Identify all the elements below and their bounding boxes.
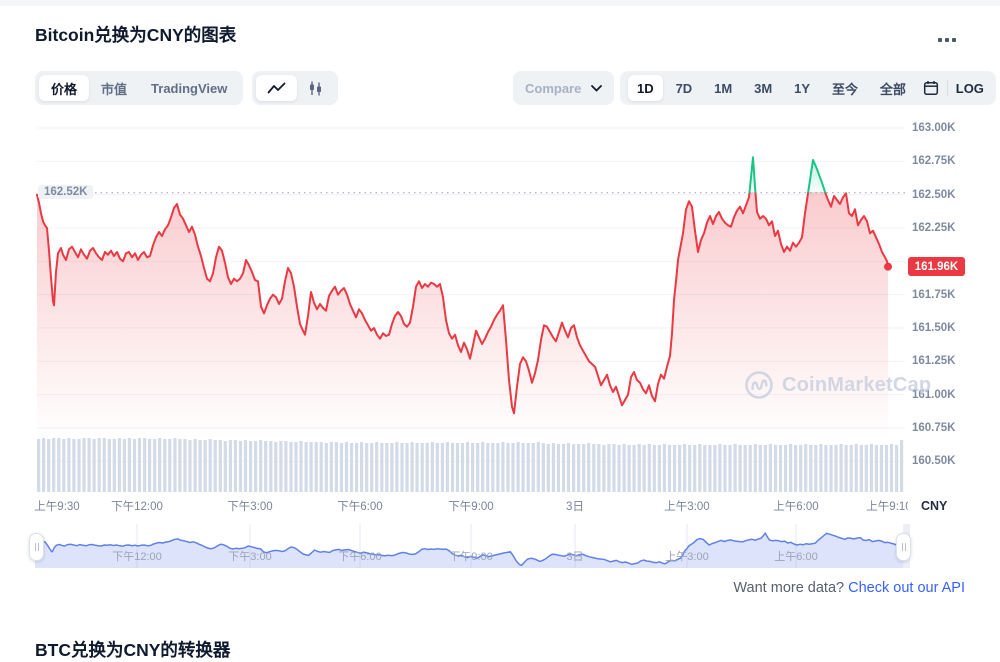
top-strip	[0, 0, 1000, 6]
api-callout: Want more data? Check out our API	[0, 580, 965, 596]
calendar-button[interactable]	[919, 80, 943, 96]
chart-tabs-group: 价格 市值 TradingView	[35, 71, 244, 105]
more-horizontal-icon	[938, 38, 942, 42]
x-tick-label: 下午3:00	[227, 501, 273, 513]
range-1m[interactable]: 1M	[705, 75, 741, 101]
y-tick-label: 161.75K	[912, 288, 956, 301]
page-title: Bitcoin兑换为CNY的图表	[35, 25, 237, 45]
x-tick-label: 上午9:10	[866, 501, 908, 513]
calendar-icon	[923, 81, 938, 96]
navigator-left-handle[interactable]	[29, 533, 44, 561]
price-chart[interactable]	[35, 116, 907, 498]
api-link[interactable]: Check out our API	[848, 580, 965, 596]
x-tick-label: 上午6:00	[773, 501, 819, 513]
api-prompt: Want more data?	[733, 580, 845, 596]
chart-type-group	[252, 71, 339, 105]
x-tick-label: 上午3:00	[664, 501, 710, 513]
range-1y[interactable]: 1Y	[785, 75, 819, 101]
tab-price[interactable]: 价格	[39, 75, 90, 101]
range-1d[interactable]: 1D	[628, 75, 663, 101]
y-tick-label: 160.50K	[912, 455, 956, 468]
x-tick-label: 上午9:30	[34, 501, 80, 513]
y-tick-label: 160.75K	[912, 421, 956, 434]
candlestick-chart-type-button[interactable]	[297, 75, 334, 101]
tab-tradingview[interactable]: TradingView	[139, 75, 239, 101]
x-tick-label: 下午6:00	[337, 501, 383, 513]
more-menu-button[interactable]	[930, 30, 964, 50]
range-7d[interactable]: 7D	[667, 75, 702, 101]
log-scale-button[interactable]: LOG	[952, 81, 988, 96]
chart-toolbar: 价格 市值 TradingView	[35, 71, 339, 105]
drag-handle-icon	[901, 543, 903, 551]
y-tick-label: 163.00K	[912, 122, 956, 134]
chart-navigator[interactable]	[35, 522, 910, 570]
last-price-badge: 161.96K	[908, 257, 965, 276]
y-tick-label: 162.25K	[912, 221, 956, 234]
range-all[interactable]: 全部	[871, 75, 915, 101]
navigator-right-handle[interactable]	[896, 533, 911, 561]
chevron-down-icon	[591, 84, 602, 92]
y-tick-label: 161.00K	[912, 388, 956, 401]
y-axis-unit: CNY	[921, 499, 948, 513]
y-tick-label: 161.50K	[912, 321, 956, 334]
range-ytd[interactable]: 至今	[823, 75, 867, 101]
candlestick-icon	[310, 81, 322, 95]
y-tick-label: 162.75K	[912, 155, 956, 168]
range-group: 1D 7D 1M 3M 1Y 至今 全部 LOG	[620, 71, 996, 105]
line-chart-type-button[interactable]	[256, 75, 298, 101]
x-tick-label: 3日	[566, 501, 584, 513]
x-tick-label: 下午9:00	[448, 501, 494, 513]
tab-market-cap[interactable]: 市值	[89, 75, 139, 101]
y-tick-label: 161.25K	[912, 355, 956, 368]
x-tick-label: 下午12:00	[111, 501, 163, 513]
toolbar-divider	[946, 80, 948, 96]
line-chart-icon	[267, 82, 286, 93]
compare-label: Compare with	[525, 80, 585, 96]
range-3m[interactable]: 3M	[745, 75, 781, 101]
compare-dropdown[interactable]: Compare with	[513, 71, 614, 105]
y-tick-label: 162.50K	[912, 188, 956, 201]
drag-handle-icon	[34, 543, 36, 551]
